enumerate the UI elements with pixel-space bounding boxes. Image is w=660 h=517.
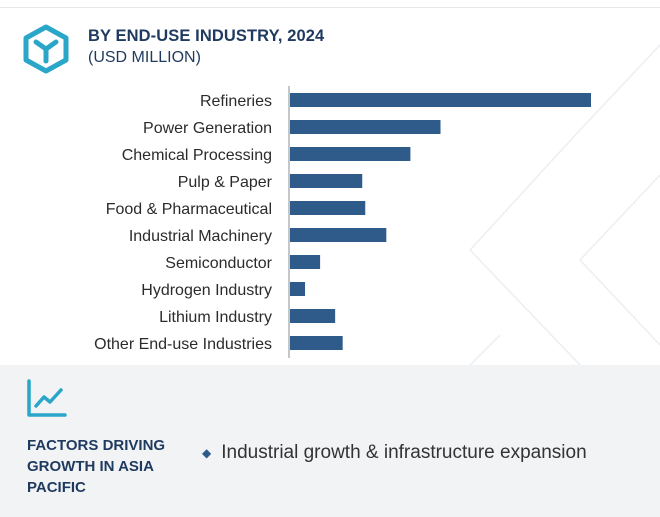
cube-icon bbox=[23, 24, 69, 74]
diamond-bullet-icon: ◆ bbox=[202, 446, 212, 460]
bar bbox=[290, 309, 336, 323]
category-label: Refineries bbox=[200, 93, 272, 110]
category-label: Pulp & Paper bbox=[178, 174, 273, 191]
bar bbox=[290, 93, 591, 107]
bar bbox=[290, 336, 343, 350]
bar bbox=[290, 282, 306, 296]
category-label: Semiconductor bbox=[165, 255, 272, 272]
bar-chart: Refineries Power Generation Chemical Proce… bbox=[94, 86, 591, 358]
bar bbox=[290, 174, 363, 188]
bar bbox=[290, 255, 321, 269]
factors-title: FACTORS DRIVING GROWTH IN ASIA PACIFIC bbox=[27, 437, 166, 496]
chart-title: BY END-USE INDUSTRY, 2024 bbox=[88, 27, 325, 45]
factor-text: Industrial growth & infrastructure expan… bbox=[221, 442, 587, 463]
bar bbox=[290, 228, 387, 242]
category-label: Chemical Processing bbox=[122, 147, 272, 164]
factor-bullet: ◆ Industrial growth & infrastructure exp… bbox=[202, 442, 587, 464]
factors-panel: FACTORS DRIVING GROWTH IN ASIA PACIFIC ◆… bbox=[0, 365, 660, 517]
trend-line-icon bbox=[27, 379, 67, 417]
category-label: Food & Pharmaceutical bbox=[106, 201, 272, 218]
category-label: Industrial Machinery bbox=[129, 228, 272, 245]
category-label: Lithium Industry bbox=[159, 309, 272, 326]
top-divider bbox=[0, 7, 660, 8]
category-label: Hydrogen Industry bbox=[141, 282, 272, 299]
category-label: Other End-use Industries bbox=[94, 336, 272, 353]
bar bbox=[290, 120, 441, 134]
chart-subtitle: (USD MILLION) bbox=[88, 49, 201, 66]
category-label: Power Generation bbox=[143, 120, 272, 137]
bar bbox=[290, 147, 411, 161]
bar bbox=[290, 201, 366, 215]
